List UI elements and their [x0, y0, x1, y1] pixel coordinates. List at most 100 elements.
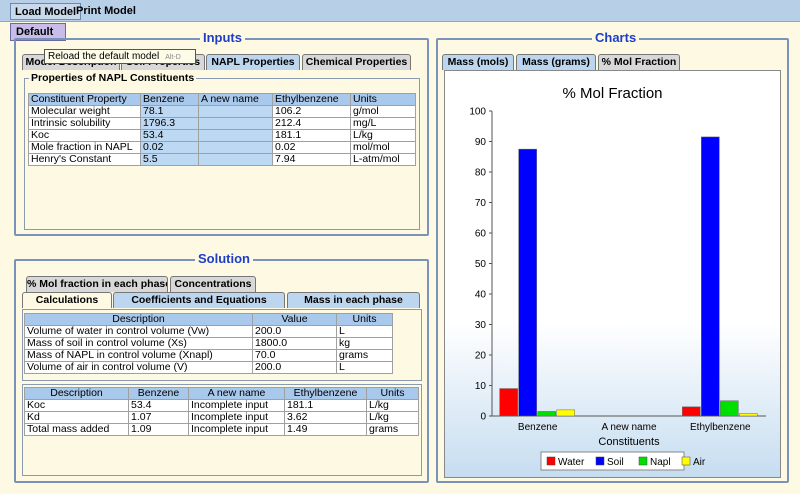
bar-water	[682, 406, 701, 417]
table-cell[interactable]: g/mol	[350, 105, 416, 118]
calculation-constants-group	[22, 309, 422, 381]
table-cell[interactable]: 5.5	[140, 153, 199, 166]
table-cell[interactable]: 1.49	[284, 423, 367, 436]
tab-mass-mols[interactable]: Mass (mols)	[442, 54, 514, 70]
legend-swatch	[681, 456, 691, 466]
charts-panel: Charts	[436, 30, 789, 483]
bar-air	[739, 413, 758, 417]
table-cell[interactable]: Volume of water in control volume (Vw)	[24, 325, 253, 338]
y-tick-label: 20	[475, 351, 487, 362]
table-cell[interactable]: 106.2	[272, 105, 351, 118]
tooltip: Reload the default model Alt-D	[44, 49, 196, 64]
table-cell[interactable]: mg/L	[350, 117, 416, 130]
table-cell[interactable]: Henry's Constant	[28, 153, 141, 166]
bar-napl	[720, 400, 739, 417]
table-cell[interactable]: Incomplete input	[188, 423, 285, 436]
table-cell[interactable]: kg	[336, 337, 393, 350]
group-title: Properties of NAPL Constituents	[29, 72, 197, 84]
menu-item-default[interactable]: Default	[10, 23, 66, 41]
bar-chart: 0 10 20 30 40 50 60 70 80 90 100 Benzene A new name E…	[469, 107, 766, 471]
table-row: Volume of air in control volume (V) 200.0…	[24, 361, 393, 374]
legend-entry: Water	[558, 457, 585, 468]
table-row: Volume of water in control volume (Vw) 20…	[24, 325, 393, 338]
table-cell[interactable]: mol/mol	[350, 141, 416, 154]
table-cell[interactable]: 1800.0	[252, 337, 337, 350]
table-cell[interactable]: L/kg	[350, 129, 416, 142]
coefficients-group	[22, 384, 422, 476]
column-header: Value	[252, 313, 337, 326]
table-cell[interactable]: 0.02	[140, 141, 199, 154]
table-cell[interactable]: 7.94	[272, 153, 351, 166]
table-cell[interactable]	[198, 129, 273, 142]
table-cell[interactable]: 78.1	[140, 105, 199, 118]
table-cell[interactable]	[198, 105, 273, 118]
table-row: Henry's Constant 5.5 7.94 L-atm/mol	[28, 153, 416, 166]
column-header: Ethylbenzene	[284, 387, 367, 400]
table-cell[interactable]: L	[336, 361, 393, 374]
column-header: Units	[366, 387, 419, 400]
table-cell[interactable]: 181.1	[272, 129, 351, 142]
tab-chemical-properties[interactable]: Chemical Properties	[302, 54, 411, 70]
y-tick-label: 30	[475, 320, 487, 331]
table-cell[interactable]: 53.4	[128, 399, 189, 412]
table-cell[interactable]: L-atm/mol	[350, 153, 416, 166]
table-cell[interactable]	[198, 153, 273, 166]
table-cell[interactable]: Mole fraction in NAPL	[28, 141, 141, 154]
y-tick-label: 70	[475, 198, 487, 209]
table-cell[interactable]: 70.0	[252, 349, 337, 362]
table-row: Mole fraction in NAPL 0.02 0.02 mol/mol	[28, 141, 416, 154]
table-cell[interactable]: 212.4	[272, 117, 351, 130]
tab-mol-fraction-phase[interactable]: % Mol fraction in each phase	[26, 276, 168, 292]
table-cell[interactable]: L/kg	[366, 399, 419, 412]
tab-napl-properties[interactable]: NAPL Properties	[206, 54, 300, 70]
tab-mass-grams[interactable]: Mass (grams)	[516, 54, 596, 70]
table-cell[interactable]	[198, 117, 273, 130]
inputs-panel: Inputs	[14, 30, 429, 236]
table-cell[interactable]: 3.62	[284, 411, 367, 424]
table-cell[interactable]: Incomplete input	[188, 399, 285, 412]
table-cell[interactable]: Mass of soil in control volume (Xs)	[24, 337, 253, 350]
table-cell[interactable]: 1.07	[128, 411, 189, 424]
x-tick-label: Ethylbenzene	[690, 422, 751, 433]
table-cell[interactable]: grams	[366, 423, 419, 436]
table-cell[interactable]: Koc	[24, 399, 129, 412]
table-cell[interactable]	[198, 141, 273, 154]
tab-mol-fraction[interactable]: % Mol Fraction	[598, 54, 680, 70]
table-cell[interactable]: Koc	[28, 129, 141, 142]
menu-print-model[interactable]: Print Model	[76, 5, 136, 17]
column-header: A new name	[188, 387, 285, 400]
table-cell[interactable]: 53.4	[140, 129, 199, 142]
control-volume-table: Description Value Units Volume of water in…	[24, 313, 393, 374]
tab-mass-each-phase[interactable]: Mass in each phase	[287, 292, 420, 308]
table-cell[interactable]: Intrinsic solubility	[28, 117, 141, 130]
tab-calculations[interactable]: Calculations	[22, 292, 112, 308]
legend-swatch	[595, 456, 605, 466]
table-cell[interactable]: Molecular weight	[28, 105, 141, 118]
table-cell[interactable]: L	[336, 325, 393, 338]
table-cell[interactable]: 181.1	[284, 399, 367, 412]
table-row: Mass of NAPL in control volume (Xnapl) 70…	[24, 349, 393, 362]
table-cell[interactable]: grams	[336, 349, 393, 362]
table-cell[interactable]: Kd	[24, 411, 129, 424]
table-cell[interactable]: Total mass added	[24, 423, 129, 436]
table-cell[interactable]: Volume of air in control volume (V)	[24, 361, 253, 374]
x-tick-label: A new name	[601, 422, 656, 433]
y-tick-label: 80	[475, 168, 487, 179]
table-cell[interactable]: 0.02	[272, 141, 351, 154]
tab-coefficients-equations[interactable]: Coefficients and Equations	[113, 292, 285, 308]
table-row: Molecular weight 78.1 106.2 g/mol	[28, 105, 416, 118]
coefficients-table: Description Benzene A new name Ethylbenzene…	[24, 387, 419, 436]
tab-concentrations[interactable]: Concentrations	[170, 276, 256, 292]
bar-water	[499, 388, 518, 417]
table-row: Kd 1.07 Incomplete input 3.62 L/kg	[24, 411, 419, 424]
menu-load-model[interactable]: Load Model	[10, 3, 82, 20]
table-cell[interactable]: 1796.3	[140, 117, 199, 130]
table-cell[interactable]: L/kg	[366, 411, 419, 424]
table-cell[interactable]: Incomplete input	[188, 411, 285, 424]
table-cell[interactable]: Mass of NAPL in control volume (Xnapl)	[24, 349, 253, 362]
table-cell[interactable]: 200.0	[252, 325, 337, 338]
table-cell[interactable]: 1.09	[128, 423, 189, 436]
table-cell[interactable]: 200.0	[252, 361, 337, 374]
y-tick-label: 50	[475, 259, 487, 270]
y-tick-label: 10	[475, 381, 487, 392]
